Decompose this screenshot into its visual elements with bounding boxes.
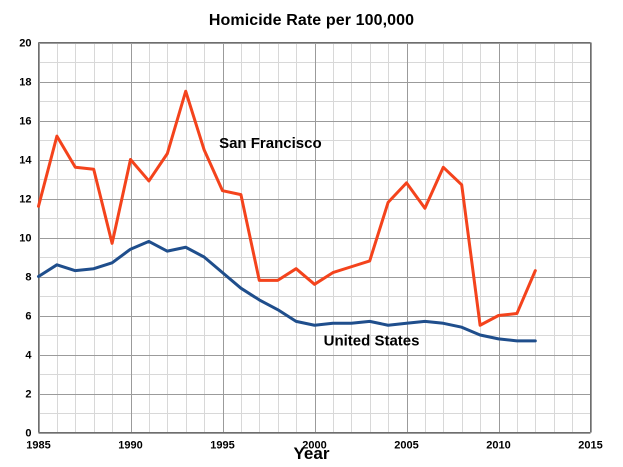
chart-title: Homicide Rate per 100,000 — [208, 12, 415, 29]
series-line — [37, 89, 537, 327]
x-tick-label: 1990 — [118, 440, 142, 452]
series-annotations: San Francisco United States — [219, 135, 419, 350]
y-tick-label: 2 — [25, 389, 31, 401]
x-tick-label: 2015 — [578, 440, 602, 452]
major-gridlines — [38, 42, 592, 434]
y-tick-label: 20 — [19, 38, 31, 50]
series-label: San Francisco — [219, 135, 322, 152]
x-tick-label: 1985 — [26, 440, 50, 452]
x-tick-label: 2010 — [486, 440, 510, 452]
y-tick-label: 8 — [25, 272, 31, 284]
minor-gridlines — [38, 42, 591, 433]
series-label: United States — [324, 333, 420, 350]
y-tick-label: 16 — [19, 116, 31, 128]
x-tick-labels: 1985 1990 1995 2000 2005 2010 2015 — [26, 440, 602, 452]
x-tick-label: 1995 — [210, 440, 234, 452]
x-axis-title: Year — [293, 444, 330, 463]
x-tick-label: 2000 — [302, 440, 326, 452]
x-tick-label: 2005 — [394, 440, 418, 452]
data-series-group — [37, 89, 537, 343]
y-tick-label: 10 — [19, 233, 31, 245]
y-tick-label: 6 — [25, 311, 31, 323]
series-line — [37, 239, 537, 343]
y-tick-label: 18 — [19, 77, 31, 89]
y-tick-label: 0 — [25, 428, 31, 440]
axis-lines — [38, 42, 591, 433]
y-tick-label: 12 — [19, 194, 31, 206]
y-tick-label: 14 — [19, 155, 32, 167]
y-tick-label: 4 — [25, 350, 32, 362]
y-tick-labels: 0 2 4 6 8 10 12 14 16 18 20 — [19, 38, 32, 440]
